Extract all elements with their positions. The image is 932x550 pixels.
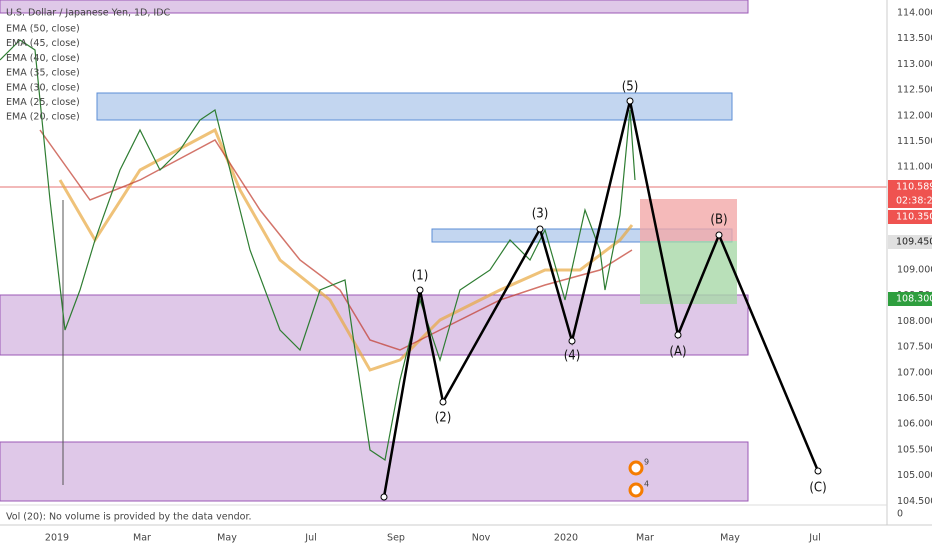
price-tick-label: 111.000	[897, 162, 932, 173]
price-tick-label: 106.500	[897, 393, 932, 404]
price-tag	[888, 194, 932, 208]
volume-axis-label: 0	[897, 509, 903, 520]
price-tag	[888, 180, 932, 194]
time-tick-label: Nov	[472, 533, 491, 544]
wave-point	[626, 97, 634, 105]
wave-label: (2)	[435, 411, 452, 426]
wave-point	[380, 493, 388, 501]
time-tick-label: May	[720, 533, 740, 544]
price-tag-label: 110.589	[896, 182, 932, 193]
time-tick-label: Mar	[636, 533, 654, 544]
price-tag	[888, 235, 932, 249]
indicator-label: EMA (20, close)	[6, 112, 80, 123]
price-tick-label: 109.000	[897, 265, 932, 276]
wave-label: (C)	[809, 481, 826, 496]
time-tick-label: Mar	[133, 533, 151, 544]
target-zone	[640, 241, 737, 304]
indicator-label: EMA (40, close)	[6, 53, 80, 64]
price-tick-label: 112.000	[897, 110, 932, 121]
wave-point	[674, 331, 682, 339]
price-tick-label: 105.000	[897, 470, 932, 481]
price-tick-label: 112.500	[897, 85, 932, 96]
time-tick-label: Sep	[387, 533, 405, 544]
wave-label: (4)	[564, 349, 581, 364]
zone	[96, 92, 733, 121]
event-badge: 9	[644, 458, 649, 467]
price-tick-label: 113.000	[897, 59, 932, 70]
zone	[0, 441, 749, 502]
ema-band	[39, 129, 633, 351]
price-tag-label: 02:38:22	[896, 196, 932, 207]
price-series	[0, 39, 636, 462]
price-tag	[888, 210, 932, 224]
event-icon[interactable]	[628, 482, 644, 498]
indicator-label: EMA (25, close)	[6, 97, 80, 108]
event-badge: 4	[644, 480, 649, 489]
wave-label: (3)	[532, 207, 549, 222]
wave-point	[416, 286, 424, 294]
symbol-title[interactable]: U.S. Dollar / Japanese Yen, 1D, IDC	[6, 8, 171, 19]
time-tick-label: Jul	[304, 533, 316, 544]
wave-point	[568, 337, 576, 345]
price-tag-label: 109.450	[896, 237, 932, 248]
event-icon[interactable]	[628, 460, 644, 476]
zone	[0, 0, 749, 14]
wave-label: (A)	[669, 345, 686, 360]
indicator-label: EMA (45, close)	[6, 38, 80, 49]
price-tick-label: 106.000	[897, 419, 932, 430]
price-tick-label: 107.000	[897, 367, 932, 378]
volume-note: Vol (20): No volume is provided by the d…	[6, 512, 252, 523]
price-tick-label: 104.500	[897, 496, 932, 507]
wave-label: (B)	[710, 213, 727, 228]
time-tick-label: May	[217, 533, 237, 544]
wave-label: (5)	[622, 80, 639, 95]
indicator-label: EMA (35, close)	[6, 68, 80, 79]
zone	[0, 294, 749, 356]
wave-point	[814, 467, 822, 475]
wave-point	[439, 398, 447, 406]
ema-band	[58, 127, 634, 372]
time-tick-label: 2020	[554, 533, 578, 544]
price-tag-label: 108.300	[896, 294, 932, 305]
price-tick-label: 105.500	[897, 444, 932, 455]
wave-point	[715, 231, 723, 239]
indicator-label: EMA (30, close)	[6, 82, 80, 93]
wave-label: (1)	[412, 269, 429, 284]
time-tick-label: Jul	[808, 533, 820, 544]
price-tick-label: 113.500	[897, 33, 932, 44]
time-tick-label: 2019	[45, 533, 69, 544]
wave-point	[536, 225, 544, 233]
price-tick-label: 108.000	[897, 316, 932, 327]
price-tick-label: 111.500	[897, 136, 932, 147]
price-tick-label: 107.500	[897, 342, 932, 353]
indicator-label: EMA (50, close)	[6, 24, 80, 35]
price-tick-label: 114.000	[897, 8, 932, 19]
price-tag-label: 110.350	[896, 212, 932, 223]
price-tag	[888, 292, 932, 306]
